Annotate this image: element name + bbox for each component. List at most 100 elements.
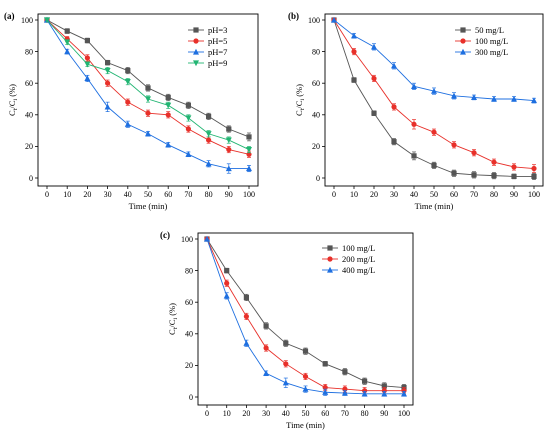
data-point	[283, 340, 289, 346]
x-tick-label: 20	[83, 190, 91, 199]
data-point	[165, 94, 171, 101]
data-point	[125, 67, 131, 74]
data-point	[511, 164, 517, 170]
data-point	[491, 159, 497, 165]
x-tick-label: 60	[164, 190, 172, 199]
x-tick-label: 70	[184, 190, 192, 199]
y-tick-label: 20	[312, 142, 320, 151]
y-tick-label: 100	[21, 16, 33, 25]
data-point	[451, 142, 457, 148]
data-point	[243, 294, 249, 301]
y-tick-label: 0	[29, 174, 33, 183]
data-point	[302, 373, 309, 380]
data-point	[391, 139, 397, 145]
data-point	[165, 141, 172, 148]
y-axis-label-part: t	[173, 327, 179, 329]
legend-marker	[327, 266, 333, 273]
y-tick-label: 60	[185, 298, 193, 307]
legend-marker	[327, 256, 333, 262]
data-point	[391, 104, 397, 110]
data-point	[205, 160, 212, 167]
data-point	[105, 80, 111, 86]
data-point	[243, 313, 249, 320]
data-point	[531, 97, 537, 104]
data-point	[243, 340, 250, 346]
x-tick-label: 80	[490, 190, 498, 199]
data-point	[282, 379, 289, 386]
x-axis-label: Time (min)	[129, 201, 168, 211]
data-point	[165, 102, 172, 109]
data-point	[246, 165, 252, 172]
legend-label: 300 mg/L	[475, 47, 508, 57]
x-tick-label: 90	[380, 409, 388, 418]
legend-label: 100 mg/L	[342, 243, 375, 253]
y-axis-label-part: /C	[7, 100, 17, 108]
legend-label: 200 mg/L	[342, 254, 375, 264]
x-tick-label: 90	[225, 190, 233, 199]
x-axis-label: Time (min)	[415, 201, 454, 211]
y-axis-label-part: C	[294, 110, 304, 116]
data-point	[491, 173, 497, 179]
x-tick-label: 0	[45, 190, 49, 199]
x-tick-label: 90	[510, 190, 518, 199]
data-point	[351, 77, 357, 83]
y-tick-label: 20	[25, 142, 33, 151]
legend-marker	[460, 27, 466, 33]
x-tick-label: 0	[332, 190, 336, 199]
data-point	[125, 99, 131, 105]
data-point	[371, 43, 377, 50]
data-point	[224, 268, 230, 274]
y-tick-label: 40	[25, 111, 33, 120]
data-point	[381, 383, 387, 389]
data-point	[225, 137, 232, 144]
chart-panel-a: (a) 0 10 20 30 40 50 60 70 80 90 100 0 20 40 60 80 100 Tim…	[4, 11, 259, 211]
panel-label: (b)	[288, 11, 299, 21]
y-axis-label: Ct/Ci (%)	[167, 303, 179, 335]
legend-marker	[193, 60, 199, 67]
data-point	[124, 79, 131, 85]
x-tick-label: 50	[144, 190, 152, 199]
data-point	[411, 83, 417, 89]
series-2	[331, 16, 537, 104]
data-point	[342, 369, 348, 375]
data-point	[145, 130, 151, 137]
x-tick-label: 10	[223, 409, 231, 418]
series-2	[204, 235, 407, 397]
legend-marker	[193, 27, 199, 33]
y-tick-label: 80	[185, 266, 193, 275]
data-point	[431, 87, 437, 94]
data-point	[223, 292, 230, 299]
data-point	[451, 92, 457, 99]
data-point	[185, 102, 191, 108]
data-point	[451, 170, 457, 176]
data-point	[491, 95, 497, 102]
x-tick-label: 30	[104, 190, 112, 199]
data-point	[471, 172, 477, 178]
legend-label: pH=9	[208, 58, 227, 68]
y-axis-label-part: (%)	[167, 303, 177, 318]
data-point	[401, 390, 407, 397]
data-point	[64, 39, 71, 46]
y-axis-label: Ct/Ci (%)	[294, 84, 306, 116]
legend-label: 400 mg/L	[342, 265, 375, 275]
data-point	[411, 153, 417, 159]
data-point	[391, 62, 397, 69]
data-point	[381, 390, 388, 397]
data-point	[145, 110, 151, 116]
x-axis-label: Time (min)	[286, 420, 325, 430]
data-point	[331, 16, 337, 23]
data-point	[226, 146, 232, 153]
data-point	[224, 280, 230, 286]
y-axis-label-part: i	[173, 318, 179, 320]
legend-marker	[193, 48, 199, 55]
y-axis-label-part: (%)	[7, 84, 17, 99]
data-point	[105, 60, 111, 66]
data-point	[351, 49, 357, 55]
data-point	[204, 235, 210, 242]
data-point	[341, 389, 348, 396]
data-point	[206, 137, 212, 143]
y-tick-label: 100	[181, 235, 193, 244]
data-point	[246, 146, 252, 153]
y-axis-label: Ct/Ci (%)	[7, 84, 19, 116]
